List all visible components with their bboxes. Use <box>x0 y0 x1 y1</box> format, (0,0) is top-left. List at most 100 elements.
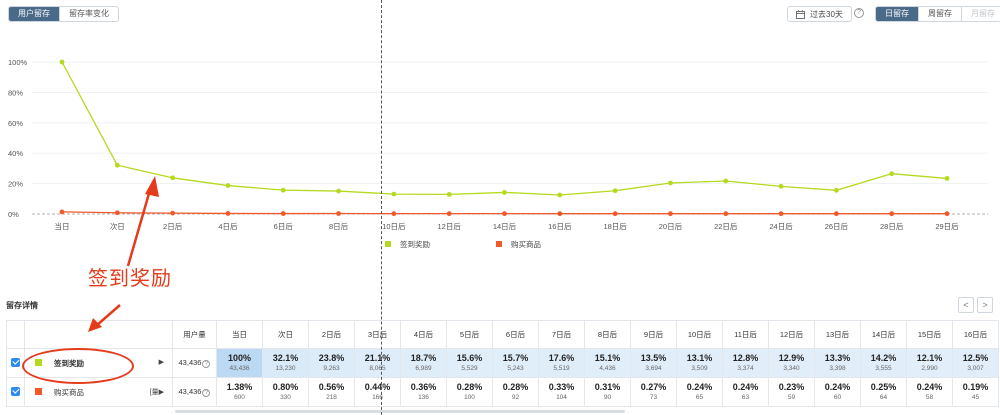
retention-count: 104 <box>556 394 567 401</box>
header-day: 5日后 <box>446 320 493 349</box>
x-tick-label: 次日 <box>110 221 125 231</box>
retention-cell: 0.25% 64 <box>860 377 907 407</box>
date-range-button[interactable]: 过去30天 <box>787 6 852 22</box>
table-scrollbar[interactable] <box>175 410 625 413</box>
next-page-button[interactable]: > <box>977 297 993 313</box>
header-users: 用户量 <box>172 320 217 349</box>
expand-icon[interactable]: ▶ <box>158 358 164 366</box>
retention-cell: 21.1% 8,065 <box>354 348 401 378</box>
retention-rate: 0.33% <box>548 382 575 392</box>
retention-count: 2,990 <box>921 365 938 372</box>
header-day: 当日 <box>216 320 263 349</box>
retention-cell: 0.80% 330 <box>262 377 309 407</box>
retention-rate: 0.24% <box>916 382 943 392</box>
header-day: 13日后 <box>814 320 861 349</box>
retention-count: 64 <box>879 394 888 401</box>
retention-rate: 18.7% <box>410 353 437 363</box>
retention-rate: 0.19% <box>962 382 989 392</box>
retention-cell: 0.19% 45 <box>952 377 999 407</box>
series-line <box>61 61 948 196</box>
calendar-icon <box>796 9 805 19</box>
header-day: 次日 <box>262 320 309 349</box>
retention-count: 4,436 <box>599 365 616 372</box>
retention-rate: 0.25% <box>870 382 897 392</box>
retention-count: 59 <box>787 394 796 401</box>
row-checkbox-cell <box>6 377 25 407</box>
users-value: 43,436 <box>178 358 202 367</box>
header-blank <box>24 320 173 349</box>
x-tick-label: 6日后 <box>274 221 294 231</box>
retention-cell: 12.5% 3,007 <box>952 348 999 378</box>
series-point <box>944 176 950 181</box>
retention-count: 63 <box>741 394 750 401</box>
series-point <box>59 59 65 65</box>
retention-table: 用户量 当日 次日 2日后 3日后 4日后 5日后 6日后 7日后 8日后 9日后 10日后 11日后 1… <box>6 320 999 407</box>
y-tick-label: 0% <box>8 210 19 219</box>
header-blank <box>6 320 25 349</box>
retention-rate: 21.1% <box>364 353 391 363</box>
retention-count: 330 <box>280 394 291 401</box>
retention-rate: 15.1% <box>594 353 621 363</box>
retention-cell: 12.1% 2,990 <box>906 348 953 378</box>
x-tick-label: 20日后 <box>659 221 683 231</box>
annotation-label: 签到奖励 <box>88 266 172 290</box>
row-name: 购买商品 <box>54 387 84 397</box>
retention-count: 3,509 <box>691 365 708 372</box>
tab-user-retention[interactable]: 用户留存 <box>9 7 59 21</box>
retention-cell: 17.6% 5,519 <box>538 348 585 378</box>
series-point <box>668 211 673 217</box>
annotation-arrow <box>126 189 152 267</box>
retention-rate: 0.24% <box>686 382 713 392</box>
retention-cell: 0.28% 92 <box>492 377 539 407</box>
series-point <box>778 211 784 217</box>
retention-rate: 12.8% <box>732 353 759 363</box>
retention-rate: 0.80% <box>272 382 299 392</box>
header-day: 10日后 <box>676 320 723 349</box>
header-day: 11日后 <box>722 320 769 349</box>
header-day: 12日后 <box>768 320 815 349</box>
help-icon[interactable]: ? <box>854 8 864 18</box>
header-day: 14日后 <box>860 320 907 349</box>
retention-cell: 0.28% 100 <box>446 377 493 407</box>
retention-cell: 0.44% 166 <box>354 377 401 407</box>
retention-cell: 0.27% 73 <box>630 377 677 407</box>
retention-count: 3,374 <box>737 365 754 372</box>
expand-icon[interactable]: [量▶ <box>149 388 164 396</box>
series-point <box>723 211 729 217</box>
tab-weekly-retention[interactable]: 周留存 <box>918 7 961 21</box>
retention-count: 58 <box>925 394 934 401</box>
users-value: 43,436 <box>178 387 202 396</box>
tab-retention-change[interactable]: 留存率变化 <box>59 7 118 21</box>
retention-count: 9,263 <box>323 365 340 372</box>
series-point <box>889 171 895 177</box>
row-checkbox[interactable] <box>11 357 20 367</box>
help-icon[interactable]: ? <box>202 360 211 368</box>
help-icon[interactable]: ? <box>202 389 211 397</box>
row-checkbox[interactable] <box>11 386 20 396</box>
prev-page-button[interactable]: < <box>958 297 974 313</box>
series-point <box>723 178 729 184</box>
series-point <box>668 180 673 186</box>
x-tick-label: 22日后 <box>714 221 738 231</box>
retention-cell: 13.1% 3,509 <box>676 348 723 378</box>
retention-count: 73 <box>649 394 658 401</box>
retention-view-tabs: 用户留存 留存率变化 <box>8 6 119 22</box>
retention-count: 92 <box>511 394 520 401</box>
retention-cell: 0.33% 104 <box>538 377 585 407</box>
retention-count: 3,694 <box>645 365 662 372</box>
series-point <box>833 211 839 217</box>
x-tick-label: 2日后 <box>163 221 183 231</box>
retention-count: 6,989 <box>415 365 432 372</box>
tab-daily-retention[interactable]: 日留存 <box>876 7 918 21</box>
series-point <box>446 191 452 197</box>
retention-cell: 23.8% 9,263 <box>308 348 355 378</box>
retention-cell: 0.56% 218 <box>308 377 355 407</box>
retention-rate: 100% <box>227 353 252 363</box>
retention-cell: 12.9% 3,340 <box>768 348 815 378</box>
retention-cell: 0.24% 58 <box>906 377 953 407</box>
retention-count: 5,529 <box>461 365 478 372</box>
header-day: 4日后 <box>400 320 447 349</box>
retention-rate: 17.6% <box>548 353 575 363</box>
retention-count: 8,065 <box>369 365 386 372</box>
retention-cell: 15.1% 4,436 <box>584 348 631 378</box>
